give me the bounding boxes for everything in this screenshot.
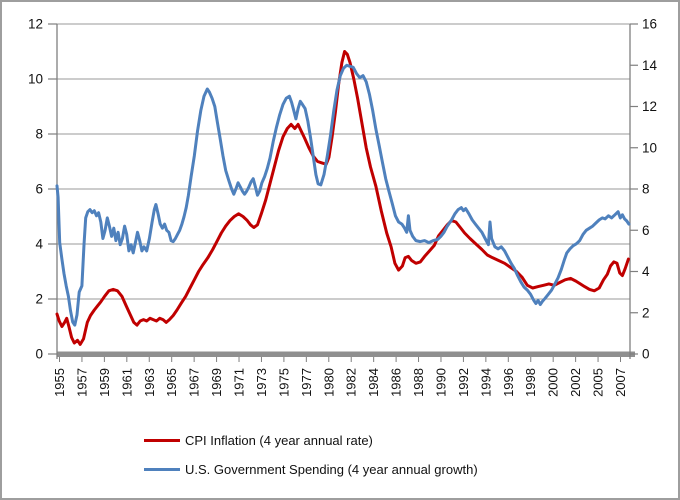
x-axis-tick-label: 1988 [411, 368, 426, 397]
left-axis-tick-label: 12 [28, 17, 43, 32]
right-axis-tick-label: 16 [642, 17, 657, 32]
x-axis-tick-label: 1967 [187, 368, 202, 397]
x-axis-tick-label: 1957 [74, 368, 89, 397]
x-axis-tick-label: 1955 [52, 368, 67, 397]
x-axis-tick-label: 1959 [97, 368, 112, 397]
x-axis-tick-label: 1996 [501, 368, 516, 397]
x-axis: 1955 1957 1959 1961 1963 1965 1967 1969 1971 1973… [52, 357, 628, 397]
legend: CPI Inflation (4 year annual rate) U.S. … [144, 430, 478, 488]
left-axis-tick-label: 8 [35, 127, 43, 142]
left-axis-tick-label: 4 [35, 237, 43, 252]
legend-label-cpi: CPI Inflation (4 year annual rate) [185, 432, 373, 448]
x-axis-tick-label: 1961 [119, 368, 134, 397]
spending-line-swatch [144, 467, 180, 471]
x-axis-tick-label: 1994 [478, 368, 493, 397]
cpi-series-line [55, 50, 630, 346]
right-axis-tick-label: 6 [642, 223, 650, 238]
x-axis-tick-label: 1965 [164, 368, 179, 397]
left-axis-tick-label: 10 [28, 72, 43, 87]
left-axis-tick-label: 2 [35, 292, 43, 307]
right-axis-tick-label: 2 [642, 305, 650, 320]
cpi-line-swatch [144, 438, 180, 442]
x-axis-tick-label: 1992 [456, 368, 471, 397]
x-axis-tick-label: 1971 [232, 368, 247, 397]
right-axis-tick-label: 10 [642, 140, 657, 155]
legend-entry-spending: U.S. Government Spending (4 year annual … [144, 459, 478, 479]
right-axis-tick-label: 4 [642, 264, 650, 279]
right-axis-tick-label: 14 [642, 58, 658, 73]
x-axis-tick-label: 2002 [568, 368, 583, 397]
left-axis-tick-label: 6 [35, 182, 43, 197]
gridlines [57, 23, 630, 355]
x-axis-tick-label: 1969 [209, 368, 224, 397]
x-axis-tick-label: 1980 [321, 368, 336, 397]
left-axis: 0 2 4 6 8 10 12 [28, 17, 57, 362]
x-axis-tick-label: 1982 [344, 368, 359, 397]
left-axis-tick-label: 0 [35, 347, 43, 362]
spending-series-line [55, 63, 631, 327]
x-axis-tick-label: 1977 [299, 368, 314, 397]
right-axis-tick-label: 8 [642, 182, 650, 197]
x-axis-tick-label: 1963 [142, 368, 157, 397]
x-axis-tick-label: 1984 [366, 368, 381, 397]
x-axis-tick-label: 1986 [389, 368, 404, 397]
x-axis-tick-label: 1975 [276, 368, 291, 397]
legend-entry-cpi: CPI Inflation (4 year annual rate) [144, 430, 478, 450]
x-axis-tick-label: 2007 [613, 368, 628, 397]
right-axis-tick-label: 0 [642, 347, 650, 362]
x-axis-tick-label: 1990 [433, 368, 448, 397]
x-axis-tick-label: 2000 [546, 368, 561, 397]
right-axis-tick-label: 12 [642, 99, 657, 114]
right-axis: 0 2 4 6 8 10 12 14 16 [630, 17, 658, 362]
x-axis-tick-label: 1973 [254, 368, 269, 397]
legend-label-spending: U.S. Government Spending (4 year annual … [185, 461, 478, 477]
x-axis-tick-label: 1998 [523, 368, 538, 397]
x-axis-baseline-band [57, 351, 635, 357]
x-axis-tick-label: 2005 [591, 368, 606, 397]
